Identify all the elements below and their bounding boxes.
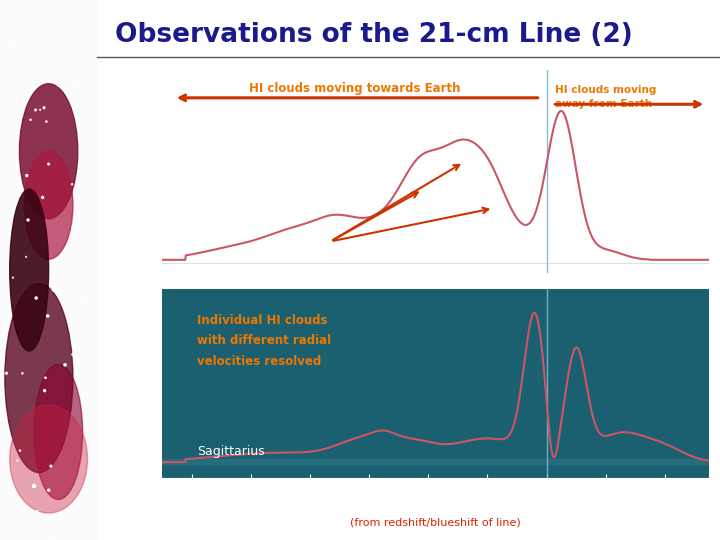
Point bbox=[89, 312, 101, 320]
Point bbox=[38, 104, 50, 112]
Point bbox=[35, 105, 46, 114]
Point bbox=[45, 462, 57, 470]
Text: HI clouds moving towards Earth: HI clouds moving towards Earth bbox=[248, 82, 460, 95]
Point bbox=[83, 409, 94, 417]
Point bbox=[65, 253, 76, 262]
Point bbox=[30, 63, 42, 71]
Point bbox=[76, 254, 87, 262]
Point bbox=[50, 57, 61, 65]
Point bbox=[20, 253, 32, 261]
Point bbox=[82, 148, 94, 157]
Text: Observations of the 21-cm Line (2): Observations of the 21-cm Line (2) bbox=[115, 22, 633, 48]
Point bbox=[58, 514, 70, 522]
Point bbox=[22, 215, 34, 224]
Point bbox=[39, 386, 50, 395]
Point bbox=[31, 507, 42, 516]
Text: Individual HI clouds: Individual HI clouds bbox=[197, 314, 328, 327]
Point bbox=[70, 306, 81, 314]
Point bbox=[47, 535, 58, 540]
Ellipse shape bbox=[9, 405, 88, 513]
Ellipse shape bbox=[34, 364, 83, 500]
Point bbox=[64, 279, 76, 287]
Point bbox=[7, 273, 19, 282]
Ellipse shape bbox=[9, 189, 49, 351]
Point bbox=[66, 180, 78, 188]
Text: with different radial: with different radial bbox=[197, 334, 332, 347]
Text: (from redshift/blueshift of line): (from redshift/blueshift of line) bbox=[350, 517, 521, 527]
Point bbox=[38, 25, 50, 34]
Bar bbox=[162, 459, 709, 464]
Point bbox=[40, 117, 52, 126]
Point bbox=[0, 281, 8, 289]
Point bbox=[67, 77, 78, 85]
Text: velocities resolved: velocities resolved bbox=[197, 355, 322, 368]
Ellipse shape bbox=[5, 284, 73, 472]
Point bbox=[67, 350, 78, 359]
Point bbox=[1, 153, 13, 161]
Text: Cygnus: Cygnus bbox=[197, 202, 244, 215]
Text: 0: 0 bbox=[149, 259, 156, 268]
Point bbox=[9, 39, 20, 48]
Point bbox=[42, 312, 53, 320]
Point bbox=[14, 446, 26, 455]
Text: Sagittarius: Sagittarius bbox=[197, 444, 265, 457]
Point bbox=[83, 135, 94, 144]
Point bbox=[21, 171, 32, 180]
Text: 0: 0 bbox=[149, 465, 156, 475]
Point bbox=[48, 286, 59, 294]
Text: Intensity: Intensity bbox=[146, 147, 156, 196]
Text: away from Earth: away from Earth bbox=[555, 99, 652, 109]
Point bbox=[12, 456, 23, 465]
Point bbox=[24, 116, 36, 124]
Point bbox=[69, 287, 81, 295]
Point bbox=[1, 308, 13, 316]
Point bbox=[43, 486, 55, 495]
Ellipse shape bbox=[19, 84, 78, 219]
Point bbox=[1, 369, 12, 377]
Point bbox=[85, 78, 96, 86]
Point bbox=[30, 294, 42, 302]
Point bbox=[40, 374, 51, 382]
Point bbox=[60, 20, 72, 29]
Point bbox=[29, 29, 40, 37]
Text: Intensity: Intensity bbox=[146, 359, 156, 408]
Point bbox=[80, 293, 91, 301]
Point bbox=[37, 193, 48, 202]
Point bbox=[86, 465, 98, 474]
Text: HI clouds moving: HI clouds moving bbox=[555, 85, 657, 95]
Text: Radial velocity (km/s): Radial velocity (km/s) bbox=[372, 496, 500, 509]
Point bbox=[73, 167, 84, 176]
Point bbox=[42, 160, 54, 168]
Point bbox=[15, 15, 27, 23]
Ellipse shape bbox=[24, 151, 73, 259]
Point bbox=[28, 482, 40, 490]
Point bbox=[17, 369, 28, 377]
Point bbox=[30, 106, 41, 114]
Point bbox=[59, 361, 71, 369]
Point bbox=[53, 82, 64, 90]
